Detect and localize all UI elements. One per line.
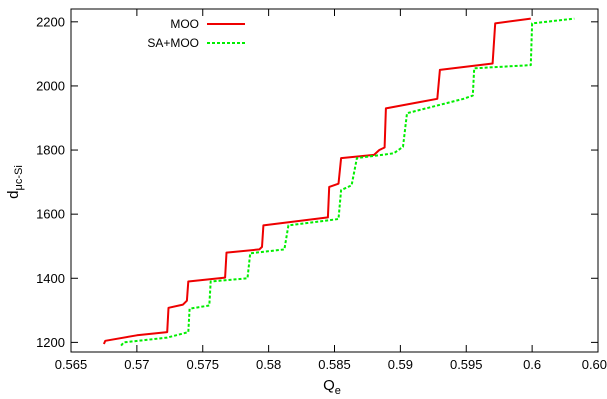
x-tick-label: 0.585 xyxy=(318,357,351,372)
legend: MOO SA+MOO xyxy=(147,17,245,50)
legend-label-moo: MOO xyxy=(170,17,199,31)
y-tick-label: 2200 xyxy=(36,14,65,29)
legend-label-sa-moo: SA+MOO xyxy=(147,36,199,50)
plot-frame xyxy=(70,8,599,353)
y-tick-label: 1200 xyxy=(36,335,65,350)
x-tick-label: 0.595 xyxy=(450,357,483,372)
y-tick-label: 1600 xyxy=(36,207,65,222)
x-axis-label-sub: e xyxy=(335,385,341,397)
x-axis-label-main: Q xyxy=(323,377,335,394)
y-tick-label: 2000 xyxy=(36,78,65,93)
series-line-moo xyxy=(102,17,531,345)
x-tick-label: 0.58 xyxy=(256,357,281,372)
x-axis-label: Qe xyxy=(323,377,341,397)
x-tick-label: 0.565 xyxy=(55,357,88,372)
ticks: 0.565 0.57 0.575 0.58 0.585 0.59 0.595 0.6 0.605… xyxy=(36,9,607,372)
y-tick-label: 1800 xyxy=(36,143,65,158)
x-tick-label: 0.57 xyxy=(124,357,149,372)
x-tick-label: 0.59 xyxy=(388,357,413,372)
series-line-sa-moo xyxy=(120,17,575,347)
x-tick-label: 0.605 xyxy=(582,357,607,372)
y-axis-label: dμc-Si xyxy=(5,165,25,199)
y-axis-label-sub: μc-Si xyxy=(13,165,25,190)
series-group xyxy=(102,17,575,347)
x-tick-label: 0.575 xyxy=(186,357,219,372)
y-tick-label: 1400 xyxy=(36,271,65,286)
y-axis-label-main: d xyxy=(5,190,22,198)
x-tick-label: 0.6 xyxy=(523,357,541,372)
